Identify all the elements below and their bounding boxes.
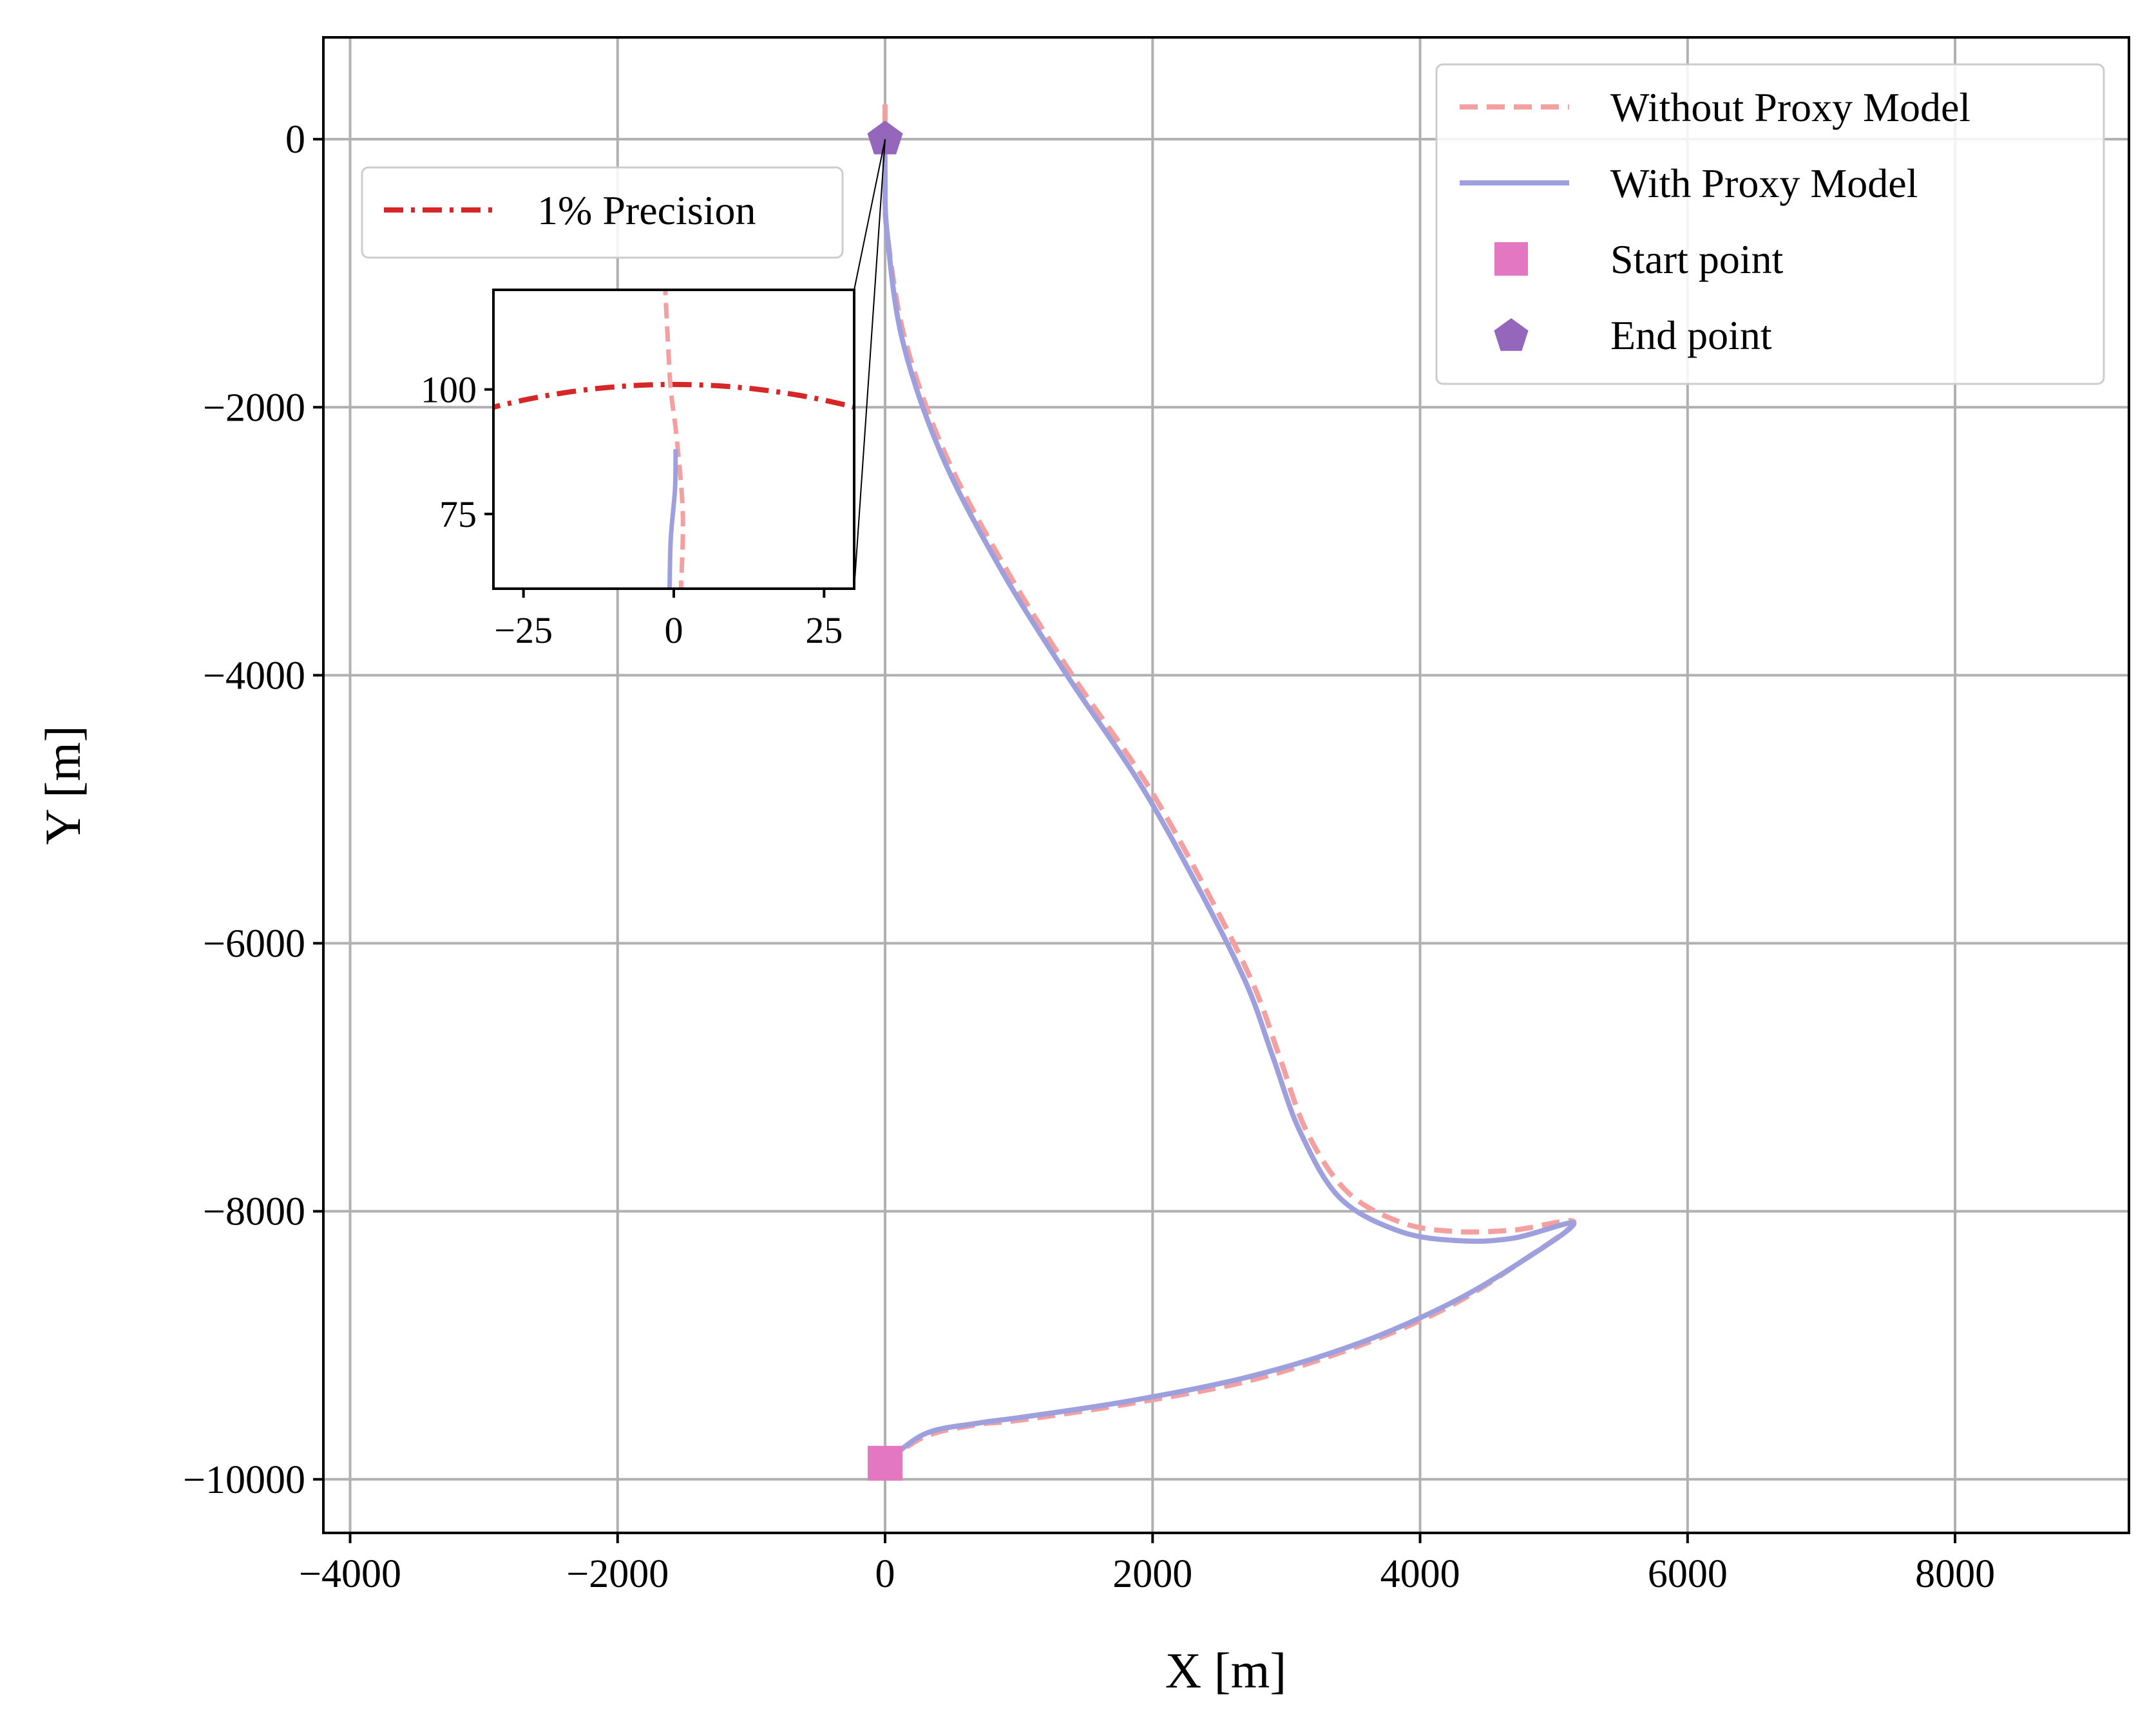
y-tick-label: −8000 bbox=[203, 1190, 305, 1234]
inset-y-axis-ticks: 75 100 bbox=[421, 369, 493, 535]
inset-background bbox=[493, 290, 854, 589]
grid-x bbox=[348, 37, 1957, 1533]
inset-precision-circle bbox=[493, 381, 854, 410]
inset-with-proxy-line bbox=[667, 449, 678, 589]
inset-y-tick-label: 75 bbox=[439, 493, 477, 535]
y-axis-ticks: 0 −2000 −4000 −6000 −8000 −10000 bbox=[183, 118, 323, 1502]
precision-legend-box bbox=[361, 166, 844, 259]
inset-x-tick-label: 0 bbox=[665, 609, 683, 651]
y-tick-label: −4000 bbox=[203, 654, 305, 698]
inset-plot: −25 0 25 75 100 bbox=[421, 289, 855, 651]
plot-frame bbox=[322, 36, 2130, 1534]
inset-y-tick-label: 100 bbox=[421, 369, 477, 411]
legend-without-proxy-label: Without Proxy Model bbox=[1610, 84, 1970, 130]
legend-with-proxy-label: With Proxy Model bbox=[1610, 160, 1918, 206]
inset-connector-bottom bbox=[854, 139, 886, 589]
legend-start-point-label: Start point bbox=[1610, 236, 1784, 282]
y-tick-label: −10000 bbox=[183, 1458, 305, 1502]
legend-end-point-marker bbox=[1494, 318, 1529, 351]
x-tick-label: 4000 bbox=[1380, 1552, 1460, 1596]
inset-connector-top bbox=[854, 138, 886, 290]
x-tick-label: 2000 bbox=[1112, 1552, 1192, 1596]
x-tick-label: 6000 bbox=[1648, 1552, 1728, 1596]
legend-start-point-marker bbox=[1494, 242, 1528, 276]
series-without-proxy-model-line bbox=[882, 104, 1577, 1466]
y-tick-label: 0 bbox=[285, 118, 305, 162]
inset-x-tick-label: 25 bbox=[805, 609, 843, 651]
series-with-proxy-model-line bbox=[882, 126, 1577, 1466]
precision-legend: 1% Precision bbox=[361, 166, 844, 259]
legend-box bbox=[1435, 63, 2105, 385]
x-tick-label: 8000 bbox=[1915, 1552, 1995, 1596]
end-point-marker bbox=[867, 120, 903, 155]
legend-end-point-label: End point bbox=[1610, 312, 1772, 358]
x-axis-ticks: −4000 −2000 0 2000 4000 6000 8000 bbox=[299, 1533, 1995, 1596]
y-tick-label: −6000 bbox=[203, 922, 305, 966]
inset-without-proxy-line bbox=[663, 290, 685, 589]
x-axis-label: X [m] bbox=[1165, 1642, 1286, 1698]
start-point-marker bbox=[868, 1445, 903, 1481]
x-tick-label: −2000 bbox=[566, 1552, 669, 1596]
x-tick-label: 0 bbox=[875, 1552, 895, 1596]
inset-series-layer bbox=[493, 290, 854, 589]
y-axis-label: Y [m] bbox=[35, 725, 91, 845]
main-legend: Without Proxy Model With Proxy Model Sta… bbox=[1435, 63, 2105, 385]
inset-x-axis-ticks: −25 0 25 bbox=[494, 589, 843, 651]
inset-x-tick-label: −25 bbox=[494, 609, 553, 651]
x-tick-label: −4000 bbox=[299, 1552, 401, 1596]
series-layer bbox=[867, 104, 1577, 1481]
legend-precision-label: 1% Precision bbox=[537, 187, 756, 233]
y-tick-label: −2000 bbox=[203, 386, 305, 430]
